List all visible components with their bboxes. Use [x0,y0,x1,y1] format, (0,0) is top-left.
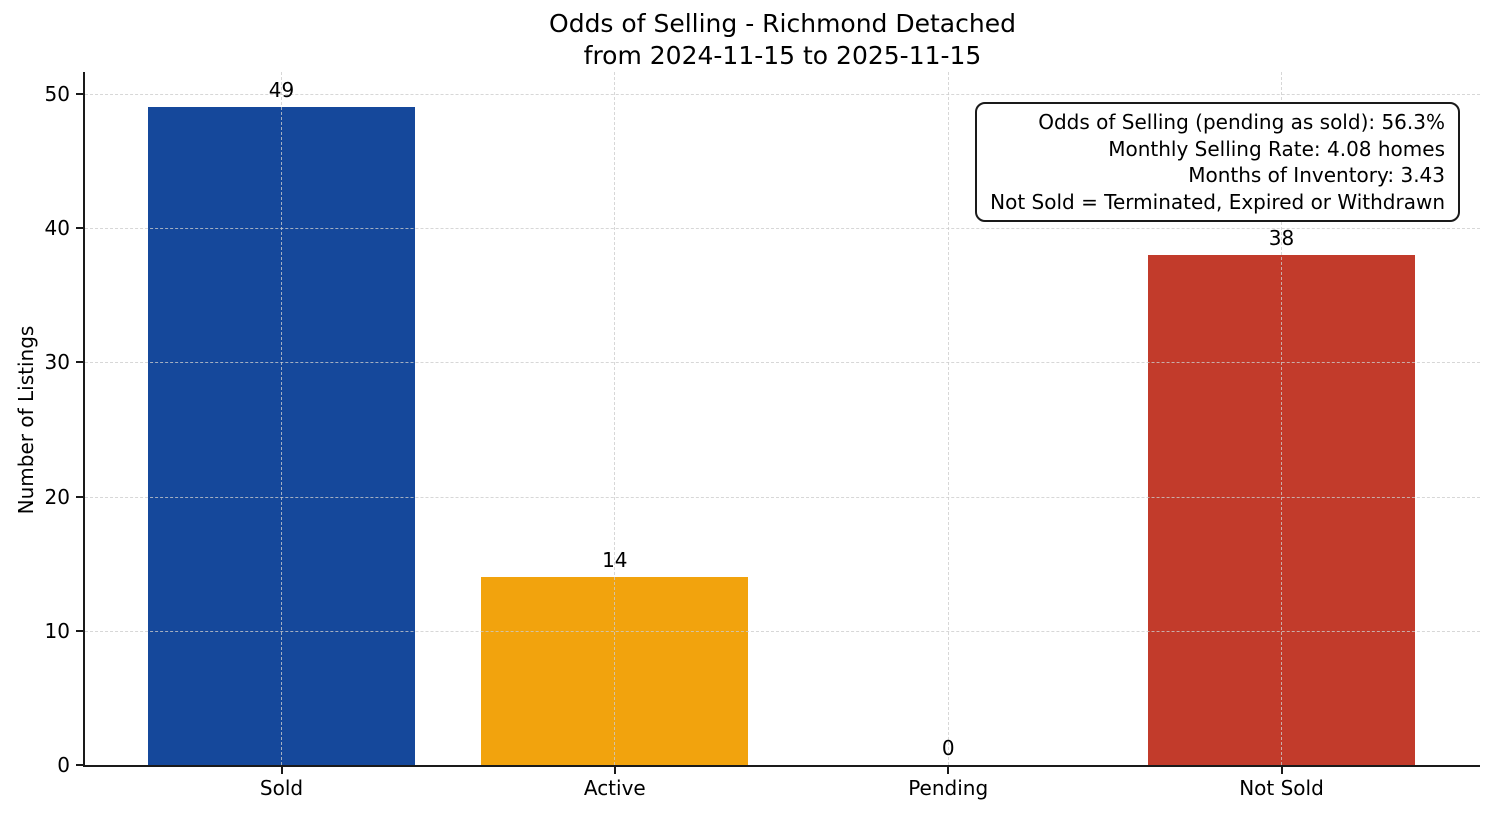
annotation-line-odds: Odds of Selling (pending as sold): 56.3% [1038,110,1445,134]
horizontal-gridline [85,228,1480,230]
x-tick-label: Sold [259,776,304,800]
vertical-gridline [1281,72,1282,765]
x-tick-mark [613,765,616,774]
horizontal-gridline [85,94,1480,95]
vertical-gridline [947,72,949,765]
y-tick-mark [76,227,85,230]
y-tick-label: 40 [44,216,70,241]
y-tick-label: 50 [44,82,70,106]
chart-title: Odds of Selling - Richmond Detached from… [549,9,1016,70]
y-tick-mark [76,361,85,364]
horizontal-gridline [85,496,1480,498]
vertical-gridline [281,72,282,765]
y-tick-mark [76,495,85,498]
x-tick-mark [1280,765,1283,774]
y-tick-mark [76,764,85,766]
annotation-line-inventory: Months of Inventory: 3.43 [1188,163,1445,187]
x-tick-label: Not Sold [1239,776,1324,800]
x-tick-mark [947,765,950,774]
y-tick-mark [76,93,85,95]
x-tick-label: Active [583,776,646,800]
horizontal-gridline [85,630,1480,632]
y-tick-label: 30 [44,350,70,375]
x-tick-label: Pending [908,776,989,800]
bar-value-label: 0 [941,736,955,760]
annotation-line-monthly-rate: Monthly Selling Rate: 4.08 homes [1108,136,1445,161]
y-tick-mark [76,629,85,632]
y-tick-label: 0 [57,753,70,777]
y-tick-label: 20 [44,484,70,509]
plot-area: Odds of Selling (pending as sold): 56.3%… [83,72,1480,767]
stats-annotation-box: Odds of Selling (pending as sold): 56.3%… [975,102,1460,222]
vertical-gridline [614,72,616,765]
x-tick-mark [280,765,283,774]
bar-value-label: 14 [602,548,628,572]
horizontal-gridline [85,362,1480,364]
annotation-line-not-sold-note: Not Sold = Terminated, Expired or Withdr… [990,189,1445,214]
bar-value-label: 38 [1268,226,1295,250]
y-tick-label: 10 [44,618,70,643]
bar-value-label: 49 [268,78,295,102]
